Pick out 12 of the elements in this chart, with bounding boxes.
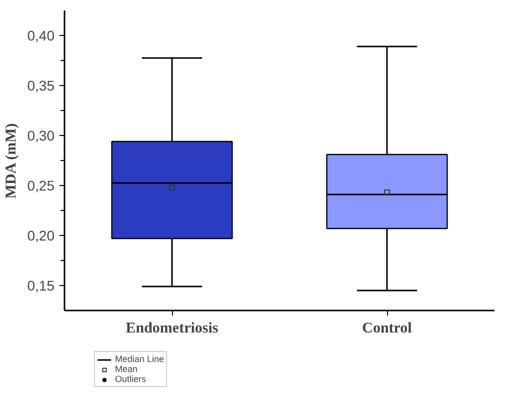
y-tick-label: 0,25 xyxy=(27,178,55,194)
y-tick-label: 0,15 xyxy=(27,278,55,294)
x-tick-label: Control xyxy=(362,320,412,336)
y-tick-label: 0,35 xyxy=(27,78,55,94)
y-tick-label: 0,20 xyxy=(27,228,55,244)
y-tick-label: 0,40 xyxy=(27,28,55,44)
legend-label: Outliers xyxy=(115,374,146,384)
x-tick-label: Endometriosis xyxy=(126,320,218,336)
legend-label: Mean xyxy=(115,364,138,374)
y-tick-label: 0,30 xyxy=(27,128,55,144)
legend-label: Median Line xyxy=(115,354,164,364)
y-axis-title: MDA (mM) xyxy=(3,123,20,199)
